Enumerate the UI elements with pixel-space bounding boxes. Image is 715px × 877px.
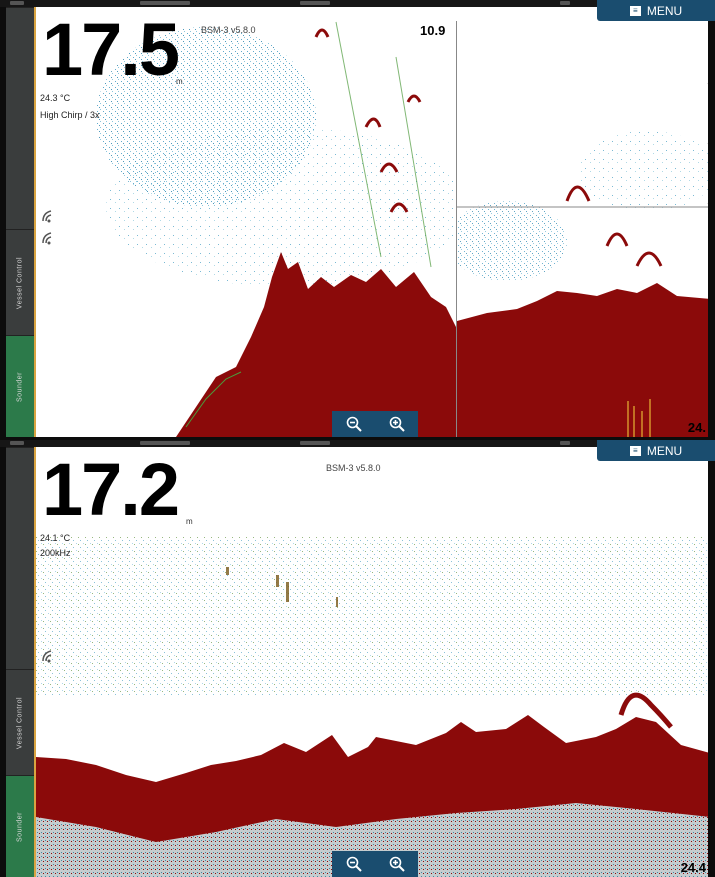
zoom-in-button[interactable]: [385, 853, 409, 875]
sidebar-tab-label: Sounder: [16, 372, 24, 402]
temperature-readout: 24.1 °C: [40, 533, 71, 543]
zoom-inset-view: · · ·: [456, 21, 708, 437]
range-value: 10.9: [420, 23, 446, 38]
sonar-echogram: [96, 21, 466, 437]
depth-unit: m: [176, 77, 183, 86]
frequency-readout: 200kHz: [40, 548, 71, 558]
sidebar: Vessel Control Sounder: [6, 447, 34, 877]
menu-button[interactable]: ≡ MENU: [597, 0, 715, 21]
depth-tick: ·: [707, 81, 708, 87]
zoom-out-icon: [346, 856, 362, 872]
zoom-in-button[interactable]: [385, 413, 409, 435]
sidebar-tab-blank[interactable]: [6, 447, 34, 670]
sonar-echogram: [36, 537, 708, 877]
zoom-out-button[interactable]: [342, 853, 366, 875]
sonar-panel-top: Vessel Control Sounder: [0, 0, 715, 437]
transducer-icon[interactable]: [40, 229, 60, 247]
sidebar-tab-vessel-control[interactable]: Vessel Control: [6, 229, 34, 336]
temperature-readout: 24.3 °C: [40, 93, 71, 103]
menu-icon: ≡: [629, 5, 641, 16]
depth-tick: ·: [707, 141, 708, 147]
zoom-inset-echogram: [457, 131, 708, 437]
zoom-out-button[interactable]: [342, 413, 366, 435]
transducer-icon[interactable]: [40, 207, 60, 225]
bottom-scale-value: 24.: [687, 420, 706, 435]
sidebar-tab-label: Vessel Control: [16, 696, 24, 750]
menu-label: MENU: [646, 443, 683, 458]
sidebar-tab-vessel-control[interactable]: Vessel Control: [6, 669, 34, 776]
depth-tick: ·: [707, 201, 708, 207]
zoom-level: / 3x: [85, 110, 100, 120]
sonar-panel-bottom: Vessel Control Sounder: [0, 440, 715, 877]
zoom-in-icon: [389, 856, 405, 872]
depth-readout: 17.5: [42, 8, 180, 91]
zoom-in-icon: [389, 416, 405, 432]
mode-readout: High Chirp / 3x: [40, 110, 100, 120]
source-label: BSM-3 v5.8.0: [201, 25, 256, 35]
menu-label: MENU: [646, 3, 683, 18]
status-bar: [0, 0, 715, 7]
status-bar: [0, 440, 715, 447]
zoom-control: [332, 411, 418, 437]
menu-button[interactable]: ≡ MENU: [597, 440, 715, 461]
sidebar-tab-blank[interactable]: [6, 7, 34, 230]
source-label: BSM-3 v5.8.0: [326, 463, 381, 473]
sidebar-tab-sounder[interactable]: Sounder: [6, 775, 34, 877]
sidebar-tab-label: Sounder: [16, 812, 24, 842]
sonar-display[interactable]: 17.2 m 24.1 °C 200kHz BSM-3 v5.8.0 24.4: [34, 447, 708, 877]
sidebar: Vessel Control Sounder: [6, 7, 34, 437]
zoom-control: [332, 851, 418, 877]
sidebar-tab-label: Vessel Control: [16, 256, 24, 310]
transducer-icon[interactable]: [40, 647, 60, 665]
sonar-display[interactable]: · · · 17.5 m 24.3 °C High Chirp / 3x BSM…: [34, 7, 708, 437]
mode-label: High Chirp: [40, 110, 83, 120]
sidebar-tab-sounder[interactable]: Sounder: [6, 335, 34, 437]
depth-readout: 17.2: [42, 448, 180, 531]
menu-icon: ≡: [629, 445, 641, 456]
bottom-scale-value: 24.4: [680, 860, 706, 875]
depth-unit: m: [186, 517, 193, 526]
zoom-out-icon: [346, 416, 362, 432]
